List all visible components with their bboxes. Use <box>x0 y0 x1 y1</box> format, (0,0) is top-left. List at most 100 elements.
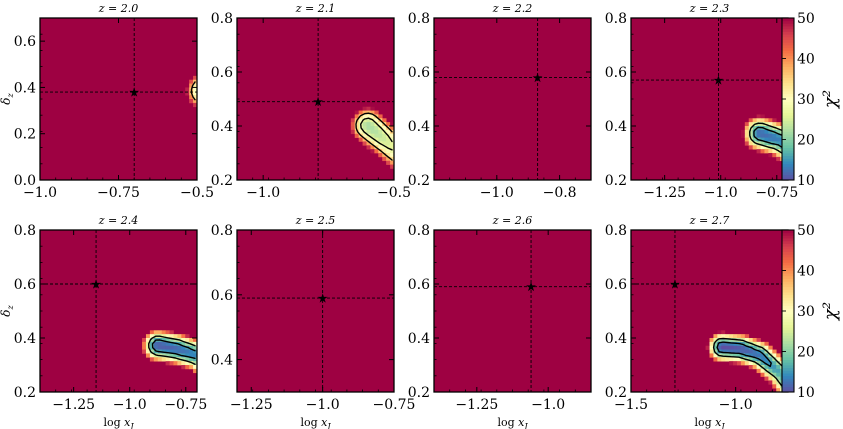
heatmap-cell <box>760 341 765 347</box>
heatmap-cell <box>142 338 147 343</box>
heatmap-cell <box>165 361 170 366</box>
y-tick-label: 0.8 <box>14 223 36 239</box>
colorbar-cell <box>782 18 794 22</box>
colorbar-cell <box>782 230 794 234</box>
colorbar-cell <box>782 144 794 148</box>
heatmap-cell <box>748 361 754 366</box>
y-tick-label: 0.6 <box>14 34 36 50</box>
heatmap-cell <box>709 338 714 343</box>
heatmap-cell <box>760 118 765 123</box>
colorbar-cell <box>782 327 794 331</box>
heatmap-cell <box>362 137 367 142</box>
heatmap-cell <box>725 345 730 350</box>
heatmap-cell <box>193 341 197 347</box>
heatmap-cell <box>181 345 186 350</box>
heatmap-cell <box>760 357 765 362</box>
colorbar-tick-label: 50 <box>797 223 815 239</box>
heatmap-cell <box>764 141 769 146</box>
x-tick-label: −1.0 <box>113 397 147 413</box>
heatmap-cell <box>386 122 391 127</box>
colorbar-cell <box>782 134 794 138</box>
x-tick-label: −0.5 <box>377 185 411 201</box>
colorbar-cell <box>782 375 794 379</box>
heatmap-cell <box>354 129 360 135</box>
heatmap-cell <box>756 341 761 347</box>
colorbar-cell <box>782 131 794 135</box>
heatmap-cell <box>173 357 178 362</box>
heatmap-cell <box>744 129 750 135</box>
heatmap-cell <box>721 357 726 362</box>
contour-level-2 <box>712 337 787 391</box>
heatmap-cell <box>370 110 375 115</box>
x-tick-label: −1.5 <box>614 397 648 413</box>
heatmap-cell <box>729 338 734 343</box>
colorbar-cell <box>782 90 794 94</box>
colorbar-cell <box>782 332 794 336</box>
x-tick-label: −1.0 <box>306 397 340 413</box>
heatmap-cell <box>768 372 773 377</box>
heatmap-cell <box>390 160 394 165</box>
heatmap-cell <box>733 361 738 366</box>
heatmap-cell <box>189 338 194 343</box>
heatmap-cell <box>390 122 394 127</box>
heatmap-cell <box>776 368 781 374</box>
heatmap-cell <box>169 338 174 343</box>
heatmap-cell <box>386 145 391 150</box>
heatmap-cell <box>760 129 765 135</box>
colorbar-cell <box>782 346 794 350</box>
heatmap-cell <box>145 334 151 339</box>
panel-7: ★ −1.25 −1.0 0.2 0.4 0.6 0.8 z = 2.6 log xJ <box>408 214 592 429</box>
heatmap-cell <box>169 330 174 335</box>
y-tick-label: 0.8 <box>211 11 233 27</box>
heatmap-cell <box>776 145 781 150</box>
heatmap-cell <box>177 349 182 354</box>
heatmap-cell <box>153 357 159 362</box>
y-tick-label: 0.4 <box>14 80 36 96</box>
heatmap-cell <box>193 75 197 81</box>
heatmap-background <box>237 230 394 392</box>
heatmap-cell <box>390 149 394 154</box>
x-axis-label: log xJ <box>497 416 528 429</box>
colorbar-cell <box>782 120 794 124</box>
heatmap-area: ★ <box>631 18 788 180</box>
heatmap-cell <box>768 345 773 350</box>
heatmap-cell <box>729 334 734 339</box>
heatmap-cell <box>374 133 379 138</box>
heatmap-cell <box>362 110 367 115</box>
heatmap-cell <box>149 334 155 339</box>
heatmap-cell <box>772 349 777 354</box>
y-axis-label: δz <box>0 304 15 316</box>
colorbar-cell <box>782 365 794 369</box>
x-axis-label: log xJ <box>103 416 134 429</box>
colorbar-cell <box>782 316 794 320</box>
heatmap-cell <box>169 334 174 339</box>
y-axis-label: δz <box>0 92 15 104</box>
heatmap-cell <box>756 145 761 150</box>
x-tick-label: −0.75 <box>755 185 798 201</box>
heatmap-cell <box>725 338 730 343</box>
colorbar-cell <box>782 96 794 100</box>
heatmap-cell <box>740 357 746 362</box>
heatmap-cell <box>776 129 781 135</box>
heatmap-cell <box>366 126 371 131</box>
heatmap-cell <box>185 338 190 343</box>
heatmap-cell <box>752 345 757 350</box>
colorbar-cell <box>782 63 794 67</box>
heatmap-cell <box>358 129 363 135</box>
heatmap-cell <box>149 338 155 343</box>
heatmap-cell <box>173 361 178 366</box>
heatmap-cell <box>382 137 387 142</box>
colorbar-cell <box>782 34 794 38</box>
colorbar-cell <box>782 161 794 165</box>
heatmap-cell <box>772 118 777 123</box>
heatmap-cell <box>193 338 197 343</box>
heatmap-cell <box>165 345 170 350</box>
heatmap-cell <box>772 353 777 358</box>
heatmap-cell <box>366 106 371 111</box>
heatmap-cell <box>744 345 750 350</box>
x-tick-label: −0.8 <box>543 185 577 201</box>
heatmap-background <box>40 18 197 180</box>
heatmap-cell <box>358 114 363 119</box>
heatmap-cell <box>177 361 182 366</box>
